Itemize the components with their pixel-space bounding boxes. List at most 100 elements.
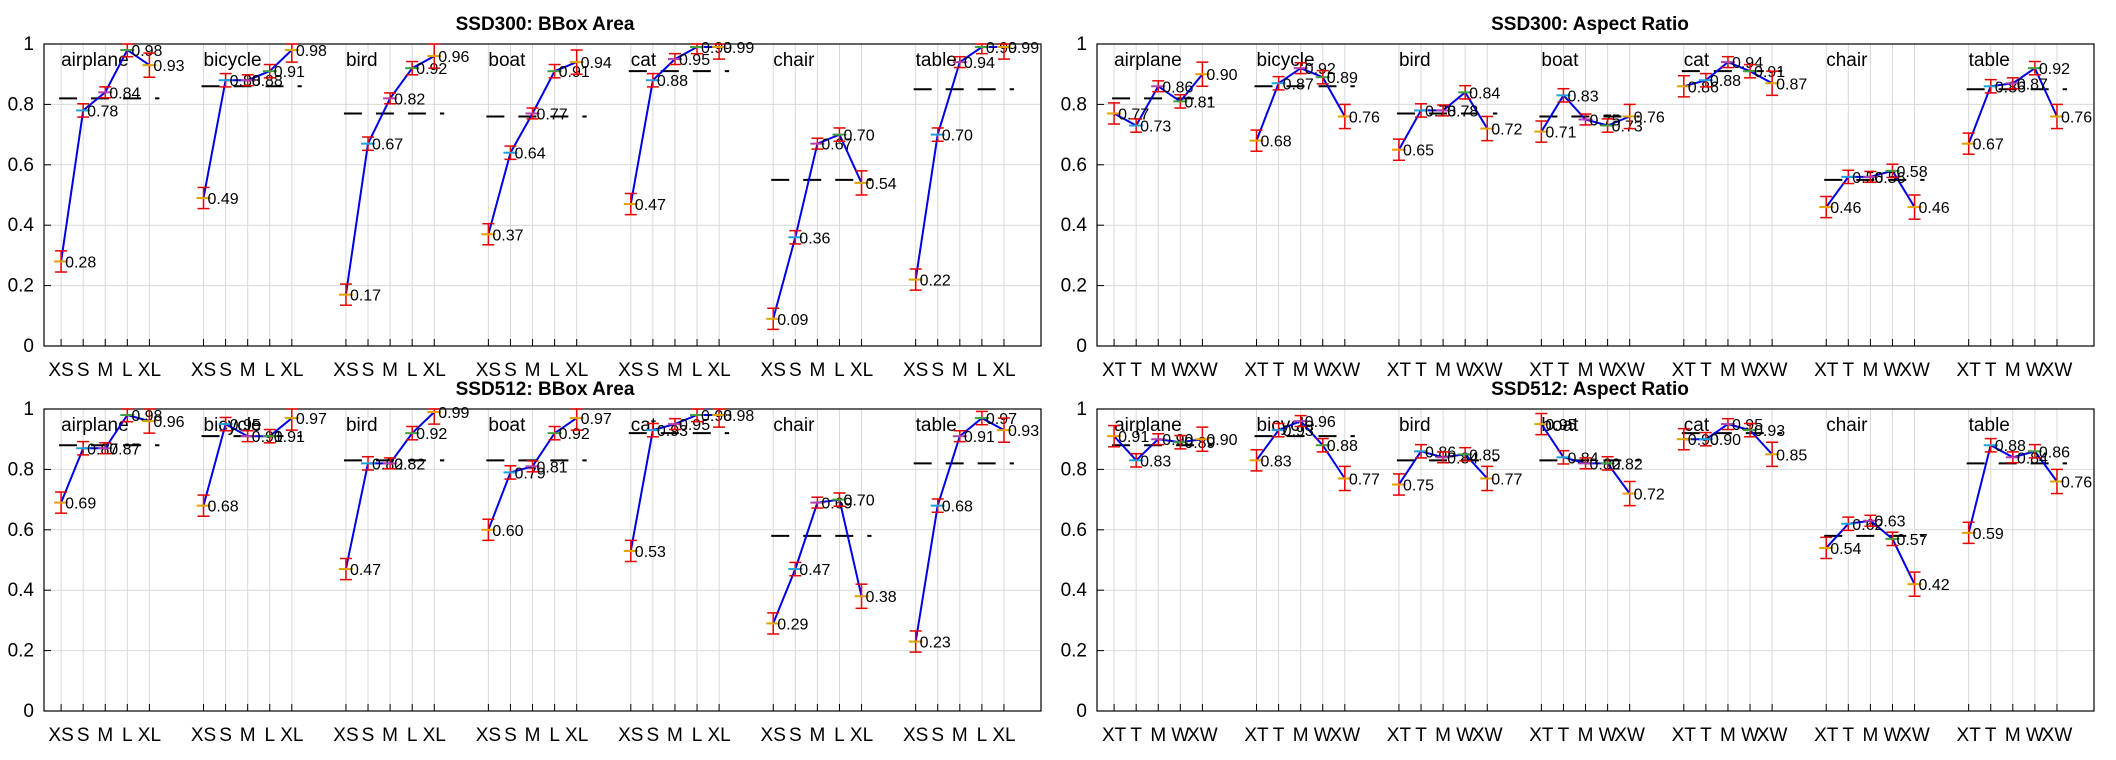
x-tick-label: W [1314, 360, 1332, 381]
x-tick-label: XT [1244, 725, 1269, 746]
y-tick-label: 0.8 [1061, 94, 1087, 115]
x-tick-label: L [549, 725, 560, 746]
data-label: 0.92 [1305, 61, 1336, 78]
x-tick-label: M [2005, 725, 2021, 746]
x-tick-label: XW [1614, 725, 1645, 746]
data-label: 0.73 [1612, 119, 1643, 136]
plot-frame [1096, 43, 2095, 347]
data-label: 0.78 [87, 103, 118, 120]
x-tick-label: XT [1102, 725, 1127, 746]
x-tick-label: S [362, 360, 375, 381]
x-tick-label: XW [2042, 725, 2073, 746]
series-airplane: airplane 0.28 0.780.84 0.980.93 [54, 43, 185, 273]
data-label: 0.64 [514, 146, 545, 163]
data-label: 0.93 [1283, 423, 1314, 440]
category-label: cat [631, 50, 657, 71]
y-tick-label: 0.4 [8, 580, 35, 601]
plot-frame [43, 408, 1042, 712]
data-label: 0.82 [1590, 456, 1621, 473]
x-tick-label: L [977, 360, 988, 381]
data-label: 0.72 [1634, 487, 1665, 504]
chart-title: SSD512: BBox Area [456, 379, 635, 400]
category-label: chair [773, 50, 815, 71]
data-label: 0.93 [1008, 423, 1039, 440]
x-tick-label: M [1862, 360, 1878, 381]
category-label: bird [1399, 50, 1431, 71]
data-label: 0.95 [679, 52, 710, 69]
data-label: 0.72 [1491, 122, 1522, 139]
data-label: 0.46 [1830, 200, 1861, 217]
x-tick-label: XT [1529, 725, 1554, 746]
x-tick-label: M [240, 725, 256, 746]
chart-title: SSD300: BBox Area [456, 14, 635, 35]
category-label: boat [1541, 415, 1579, 436]
x-tick-label: S [789, 360, 802, 381]
series-table: table 0.23 0.68 0.910.970.93 [908, 410, 1039, 653]
x-tick-label: W [1456, 360, 1474, 381]
category-label: airplane [61, 415, 129, 436]
x-tick-label: M [97, 725, 113, 746]
category-label: bird [346, 415, 378, 436]
grid-lines [44, 409, 1041, 711]
data-label: 0.29 [777, 616, 808, 633]
data-label: 0.86 [1162, 79, 1193, 96]
x-tick-label: XS [333, 360, 358, 381]
category-label: table [1969, 50, 2010, 71]
data-label: 0.98 [723, 408, 754, 425]
y-tick-label: 0.2 [1061, 276, 1087, 297]
data-label: 0.42 [1919, 577, 1950, 594]
data-label: 0.85 [1776, 447, 1807, 464]
data-label: 0.95 [1545, 417, 1576, 434]
chart-title: SSD300: Aspect Ratio [1491, 14, 1689, 35]
y-tick-label: 0.6 [8, 155, 34, 176]
data-label: 0.92 [416, 61, 447, 78]
y-tick-label: 0.4 [1061, 580, 1088, 601]
x-tick-label: W [1599, 725, 1617, 746]
x-tick-label: M [1293, 725, 1309, 746]
data-label: 0.93 [657, 423, 688, 440]
data-label: 0.93 [153, 58, 184, 75]
category-label: chair [1826, 50, 1868, 71]
data-label: 0.98 [701, 408, 732, 425]
x-tick-label: W [1741, 360, 1759, 381]
data-label: 0.78 [1447, 103, 1478, 120]
data-label: 0.84 [1469, 85, 1500, 102]
x-tick-label: XS [476, 725, 501, 746]
data-label: 0.85 [1469, 447, 1500, 464]
category-label: bicycle [204, 50, 262, 71]
category-label: airplane [61, 50, 129, 71]
x-tick-label: L [122, 360, 133, 381]
data-label: 0.76 [1349, 109, 1380, 126]
data-label: 0.76 [2061, 474, 2092, 491]
data-label: 0.81 [537, 459, 568, 476]
x-tick-label: T [1130, 725, 1142, 746]
x-tick-label: M [382, 725, 398, 746]
x-tick-label: L [834, 725, 845, 746]
x-tick-label: T [1700, 360, 1712, 381]
series-boat: boat 0.37 0.64 0.77 0.910.94 [481, 49, 612, 246]
x-tick-label: M [382, 360, 398, 381]
x-tick-label: M [952, 360, 968, 381]
y-tick-label: 0.2 [8, 641, 34, 662]
series-table: table 0.59 0.880.840.86 0.76 [1961, 415, 2092, 545]
x-tick-label: XT [1102, 360, 1127, 381]
data-label: 0.87 [109, 441, 140, 458]
x-tick-label: W [1741, 725, 1759, 746]
data-label: 0.90 [1206, 432, 1237, 449]
x-tick-label: S [219, 725, 232, 746]
x-tick-label: W [1883, 725, 1901, 746]
data-label: 0.47 [350, 562, 381, 579]
y-tick-label: 1 [23, 34, 34, 55]
x-tick-label: L [122, 725, 133, 746]
data-label: 0.67 [372, 137, 403, 154]
x-tick-label: XL [565, 360, 588, 381]
x-tick-label: XW [1330, 360, 1361, 381]
x-tick-label: XS [48, 360, 73, 381]
